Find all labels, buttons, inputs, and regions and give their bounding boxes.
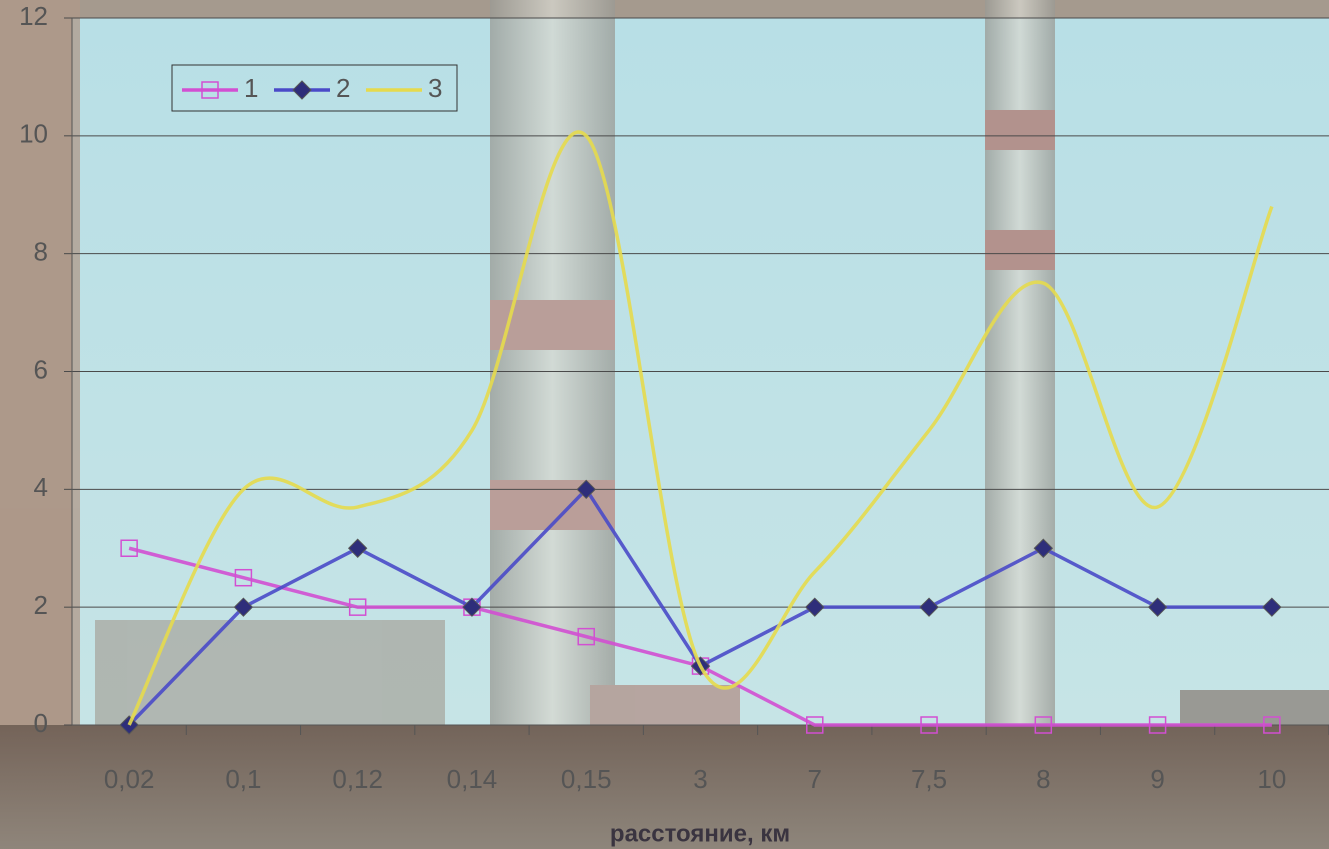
x-tick-label: 0,02 bbox=[104, 764, 155, 794]
y-tick-label: 8 bbox=[34, 237, 48, 267]
y-tick-label: 2 bbox=[34, 590, 48, 620]
legend-label: 2 bbox=[336, 73, 350, 103]
x-tick-label: 9 bbox=[1150, 764, 1164, 794]
y-tick-label: 6 bbox=[34, 354, 48, 384]
x-tick-label: 0,12 bbox=[332, 764, 383, 794]
chart: расстояние, км 0246810120,020,10,120,140… bbox=[0, 0, 1329, 849]
x-tick-label: 8 bbox=[1036, 764, 1050, 794]
x-tick-label: 7 bbox=[808, 764, 822, 794]
y-tick-label: 0 bbox=[34, 708, 48, 738]
y-tick-label: 12 bbox=[19, 1, 48, 31]
x-axis-title: расстояние, км bbox=[610, 820, 790, 847]
page: расстояние, км 0246810120,020,10,120,140… bbox=[0, 0, 1329, 849]
x-tick-label: 0,1 bbox=[225, 764, 261, 794]
y-tick-label: 4 bbox=[34, 472, 48, 502]
x-tick-label: 0,15 bbox=[561, 764, 612, 794]
x-tick-label: 3 bbox=[693, 764, 707, 794]
legend-label: 1 bbox=[244, 73, 258, 103]
x-tick-label: 0,14 bbox=[447, 764, 498, 794]
x-tick-label: 10 bbox=[1257, 764, 1286, 794]
x-tick-label: 7,5 bbox=[911, 764, 947, 794]
y-tick-label: 10 bbox=[19, 119, 48, 149]
legend-label: 3 bbox=[428, 73, 442, 103]
